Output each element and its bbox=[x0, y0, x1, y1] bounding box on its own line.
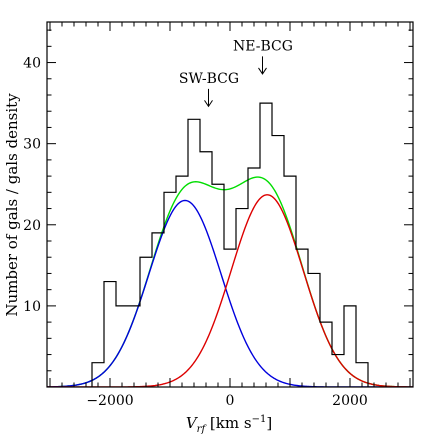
x-axis-title-sup: −1 bbox=[252, 414, 267, 425]
x-axis-title-sub: rf bbox=[197, 424, 208, 435]
histogram-bar bbox=[260, 103, 272, 387]
histogram-bar bbox=[236, 209, 248, 387]
histogram-bar bbox=[320, 322, 332, 387]
histogram-bar bbox=[104, 282, 116, 387]
y-tick-label: 10 bbox=[23, 299, 41, 315]
histogram-bar bbox=[248, 168, 260, 387]
x-axis-title-rest: [km s bbox=[205, 414, 251, 432]
annotation-arrowhead bbox=[258, 67, 267, 75]
annotation-label: NE-BCG bbox=[233, 38, 293, 54]
x-axis-title: Vrf [km s−1] bbox=[186, 414, 272, 435]
annotations-layer: SW-BCG NE-BCG bbox=[179, 38, 293, 108]
annotation-arrowhead bbox=[204, 100, 213, 108]
x-tick-label: 0 bbox=[226, 393, 235, 409]
histogram-bar bbox=[284, 176, 296, 387]
x-tick-label: 2000 bbox=[332, 393, 368, 409]
histogram-bar bbox=[212, 184, 224, 387]
histogram-bar bbox=[164, 192, 176, 387]
histogram-bar bbox=[296, 249, 308, 387]
x-axis-title-end: ] bbox=[266, 414, 272, 432]
histogram-bar bbox=[272, 136, 284, 387]
y-tick-label: 40 bbox=[23, 56, 41, 72]
plot-frame bbox=[46, 21, 414, 388]
y-axis-title: Number of gals / gals density bbox=[3, 93, 21, 317]
histogram-bar bbox=[116, 306, 128, 387]
histogram-layer bbox=[91, 102, 369, 387]
histogram-bar bbox=[308, 273, 320, 387]
x-tick-label: −2000 bbox=[86, 393, 133, 409]
histogram-bar bbox=[176, 176, 188, 387]
histogram-bar bbox=[344, 306, 356, 387]
histogram-bar bbox=[332, 355, 344, 387]
y-tick-label: 20 bbox=[23, 218, 41, 234]
x-axis-title-main: V bbox=[186, 414, 199, 432]
ticks-layer: −2000 0 2000 10 20 30 40 bbox=[23, 22, 413, 409]
series-curve-0 bbox=[47, 199, 413, 387]
histogram-bar bbox=[140, 257, 152, 387]
annotation-label: SW-BCG bbox=[179, 71, 239, 87]
histogram-outline bbox=[91, 102, 369, 387]
histogram-bar bbox=[200, 152, 212, 387]
histogram-bar bbox=[224, 249, 236, 387]
histogram-bar bbox=[128, 306, 140, 387]
histogram-bar bbox=[152, 233, 164, 387]
histogram-bar bbox=[188, 119, 200, 387]
y-tick-label: 30 bbox=[23, 137, 41, 153]
